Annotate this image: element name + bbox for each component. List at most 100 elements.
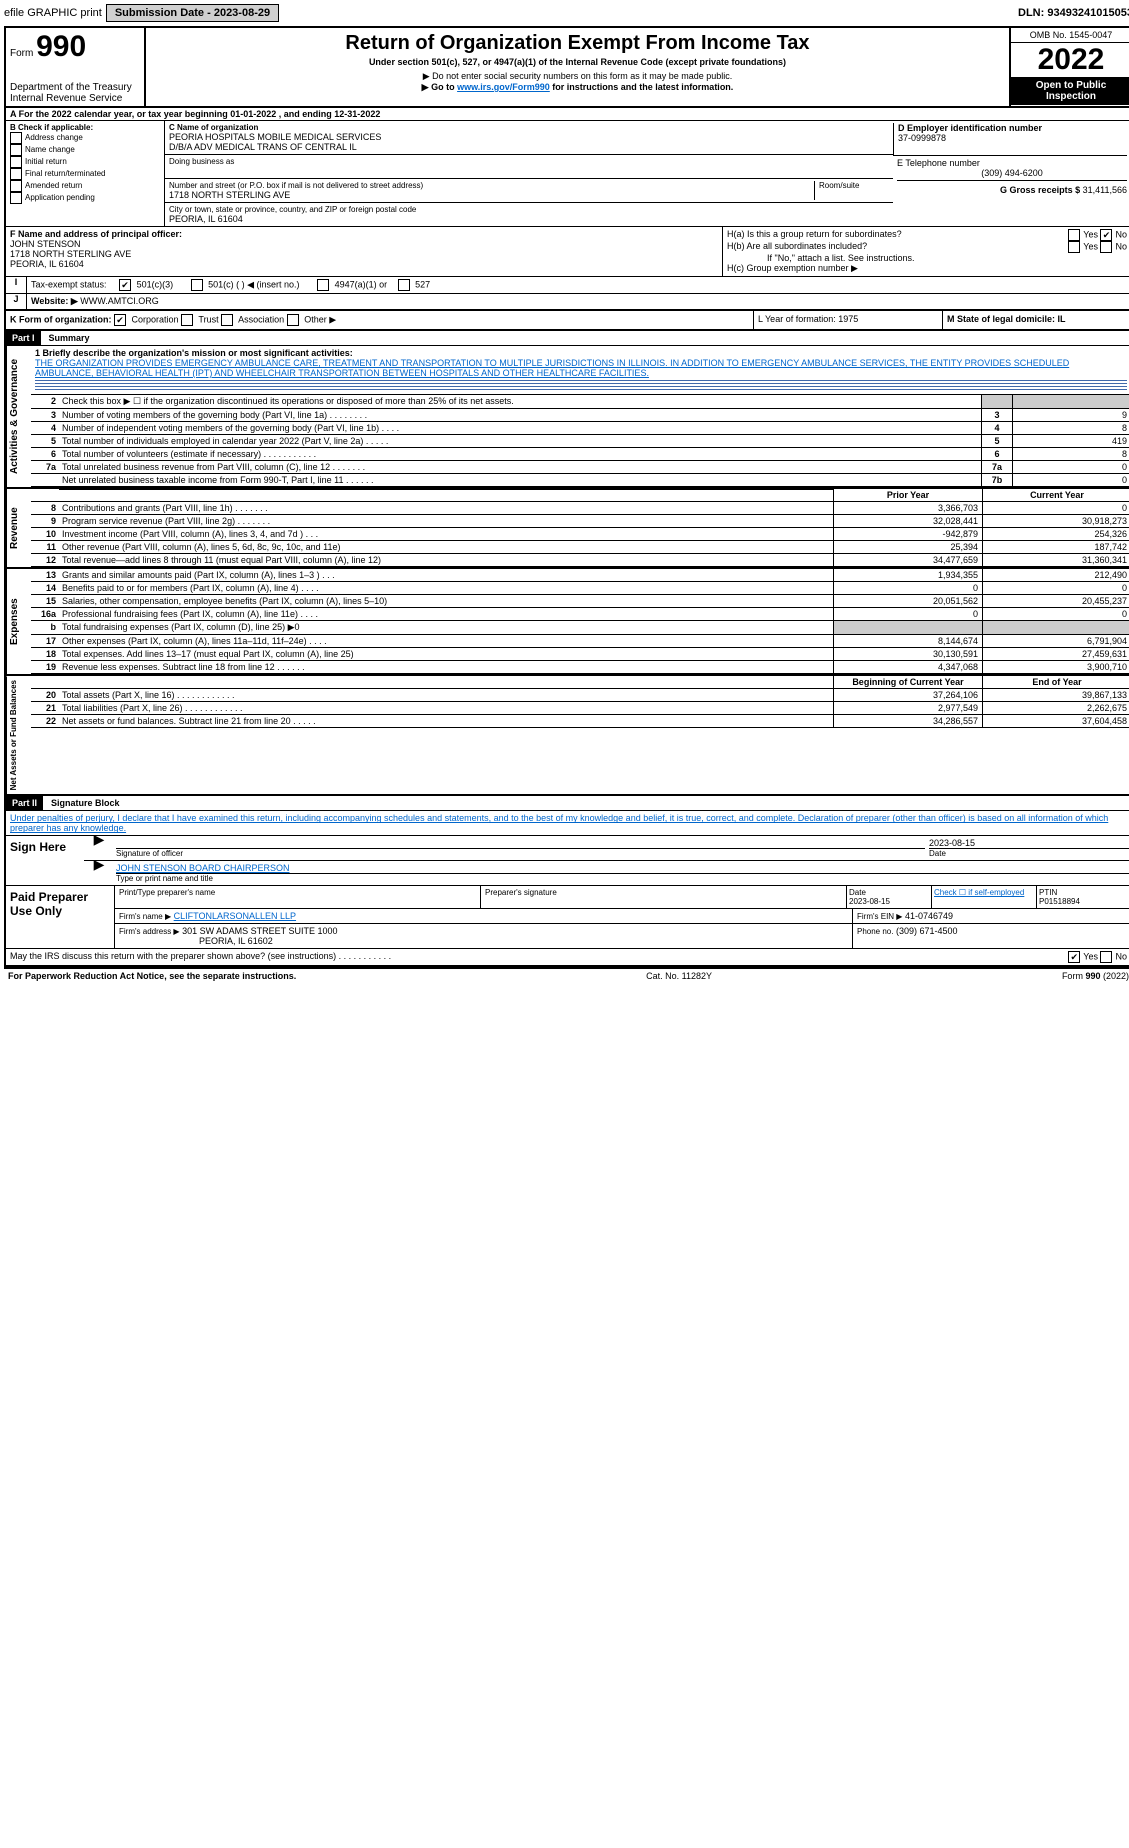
submission-date-button[interactable]: Submission Date - 2023-08-29	[106, 4, 279, 22]
table-row: 18Total expenses. Add lines 13–17 (must …	[31, 648, 1129, 661]
officer-name-title[interactable]: JOHN STENSON BOARD CHAIRPERSON	[116, 863, 1129, 873]
table-row: bTotal fundraising expenses (Part IX, co…	[31, 621, 1129, 635]
firm-name[interactable]: CLIFTONLARSONALLEN LLP	[174, 911, 296, 921]
table-row: 7aTotal unrelated business revenue from …	[31, 461, 1129, 474]
sign-here: Sign Here	[6, 836, 84, 885]
note2-prefix: ▶ Go to	[422, 82, 457, 92]
self-emp[interactable]: Check ☐ if self-employed	[932, 886, 1037, 908]
pd-v: 2023-08-15	[849, 897, 890, 906]
exp-label: Expenses	[6, 569, 31, 674]
sig-officer-label: Signature of officer	[116, 848, 925, 858]
mission[interactable]: THE ORGANIZATION PROVIDES EMERGENCY AMBU…	[35, 358, 1069, 378]
chk-amended[interactable]	[10, 180, 22, 192]
table-row: 6Total number of volunteers (estimate if…	[31, 448, 1129, 461]
prep-sig-l: Preparer's signature	[481, 886, 847, 908]
q2: Check this box ▶ ☐ if the organization d…	[59, 395, 981, 408]
l-label: L Year of formation: 1975	[753, 311, 942, 329]
table-row: 16aProfessional fundraising fees (Part I…	[31, 608, 1129, 621]
ph-l: Phone no.	[857, 927, 893, 936]
dept-label: Department of the Treasury	[10, 82, 140, 93]
chk-501c[interactable]	[191, 279, 203, 291]
officer-name: JOHN STENSON	[10, 239, 718, 249]
dn: No	[1115, 952, 1127, 962]
discuss-row: May the IRS discuss this return with the…	[6, 949, 1129, 967]
net-label: Net Assets or Fund Balances	[6, 676, 31, 794]
hb-note: If "No," attach a list. See instructions…	[727, 253, 1127, 263]
discuss-yes[interactable]	[1068, 951, 1080, 963]
chk-trust[interactable]	[181, 314, 193, 326]
discuss-label: May the IRS discuss this return with the…	[10, 951, 1068, 963]
org-dba: D/B/A ADV MEDICAL TRANS OF CENTRAL IL	[169, 142, 889, 152]
yes-l: Yes	[1083, 229, 1098, 239]
chk-assoc[interactable]	[221, 314, 233, 326]
hc-label: H(c) Group exemption number ▶	[727, 263, 1127, 274]
ha-yes[interactable]	[1068, 229, 1080, 241]
table-row: 12Total revenue—add lines 8 through 11 (…	[31, 554, 1129, 567]
net-assets-section: Net Assets or Fund Balances Beginning of…	[6, 674, 1129, 794]
open-public-badge: Open to Public Inspection	[1011, 77, 1129, 105]
street-label: Number and street (or P.O. box if mail i…	[169, 181, 814, 190]
section-b-block: B Check if applicable: Address change Na…	[6, 121, 1129, 227]
table-row: 5Total number of individuals employed in…	[31, 435, 1129, 448]
ha-no[interactable]	[1100, 229, 1112, 241]
ag-label: Activities & Governance	[6, 346, 31, 487]
chk-501c3[interactable]	[119, 279, 131, 291]
k-label: K Form of organization:	[10, 314, 112, 324]
ptin-l: PTIN	[1039, 888, 1057, 897]
instructions-link[interactable]: www.irs.gov/Form990	[457, 82, 550, 92]
hb-no[interactable]	[1100, 241, 1112, 253]
no-l: No	[1115, 229, 1127, 239]
form-title: Return of Organization Exempt From Incom…	[150, 32, 1005, 55]
g-label: G Gross receipts $	[1000, 185, 1080, 195]
pd-l: Date	[849, 888, 866, 897]
officer-addr1: 1718 NORTH STERLING AVE	[10, 249, 718, 259]
i-o3: 4947(a)(1) or	[335, 279, 388, 289]
table-row: 22Net assets or fund balances. Subtract …	[31, 715, 1129, 728]
chk-corp[interactable]	[114, 314, 126, 326]
q1: 1 Briefly describe the organization's mi…	[35, 348, 353, 358]
irs-label: Internal Revenue Service	[10, 93, 140, 104]
sig-date-label: Date	[929, 848, 1129, 858]
footer-left: For Paperwork Reduction Act Notice, see …	[8, 971, 296, 981]
table-row: 14Benefits paid to or for members (Part …	[31, 582, 1129, 595]
topbar: efile GRAPHIC print Submission Date - 20…	[4, 4, 1129, 22]
table-row: 4Number of independent voting members of…	[31, 422, 1129, 435]
opt0: Address change	[25, 133, 83, 142]
discuss-no[interactable]	[1100, 951, 1112, 963]
f-label: F Name and address of principal officer:	[10, 229, 718, 239]
table-row: Net unrelated business taxable income fr…	[31, 474, 1129, 487]
prep-name-l: Print/Type preparer's name	[115, 886, 481, 908]
table-row: 10Investment income (Part VIII, column (…	[31, 528, 1129, 541]
declaration[interactable]: Under penalties of perjury, I declare th…	[6, 811, 1129, 835]
i-o2: 501(c) ( ) ◀ (insert no.)	[208, 279, 299, 289]
sig-date-val: 2023-08-15	[929, 838, 1129, 848]
ha-label: H(a) Is this a group return for subordin…	[727, 229, 1068, 241]
chk-name[interactable]	[10, 144, 22, 156]
phone: (309) 494-6200	[897, 168, 1127, 178]
chk-address[interactable]	[10, 132, 22, 144]
chk-final[interactable]	[10, 168, 22, 180]
gross-receipts: 31,411,566	[1083, 185, 1127, 195]
chk-4947[interactable]	[317, 279, 329, 291]
hb-yes[interactable]	[1068, 241, 1080, 253]
chk-initial[interactable]	[10, 156, 22, 168]
end-hdr: End of Year	[982, 676, 1129, 688]
form-label: Form	[10, 48, 33, 59]
part2-header: Part II Signature Block	[6, 794, 1129, 811]
chk-pending[interactable]	[10, 192, 22, 204]
chk-527[interactable]	[398, 279, 410, 291]
line-a-text: For the 2022 calendar year, or tax year …	[19, 109, 381, 119]
k-other: Other ▶	[304, 314, 336, 324]
city: PEORIA, IL 61604	[169, 214, 889, 224]
table-row: 13Grants and similar amounts paid (Part …	[31, 569, 1129, 582]
efile-label: efile GRAPHIC print	[4, 7, 102, 19]
table-row: 15Salaries, other compensation, employee…	[31, 595, 1129, 608]
i-label: Tax-exempt status:	[31, 279, 107, 289]
org-name: PEORIA HOSPITALS MOBILE MEDICAL SERVICES	[169, 132, 889, 142]
k-corp: Corporation	[132, 314, 179, 324]
sign-here-row: Sign Here ▶ Signature of officer 2023-08…	[6, 835, 1129, 886]
firm-ein: 41-0746749	[905, 911, 953, 921]
chk-other[interactable]	[287, 314, 299, 326]
tax-year: 2022	[1011, 43, 1129, 77]
hb-label: H(b) Are all subordinates included?	[727, 241, 1068, 253]
